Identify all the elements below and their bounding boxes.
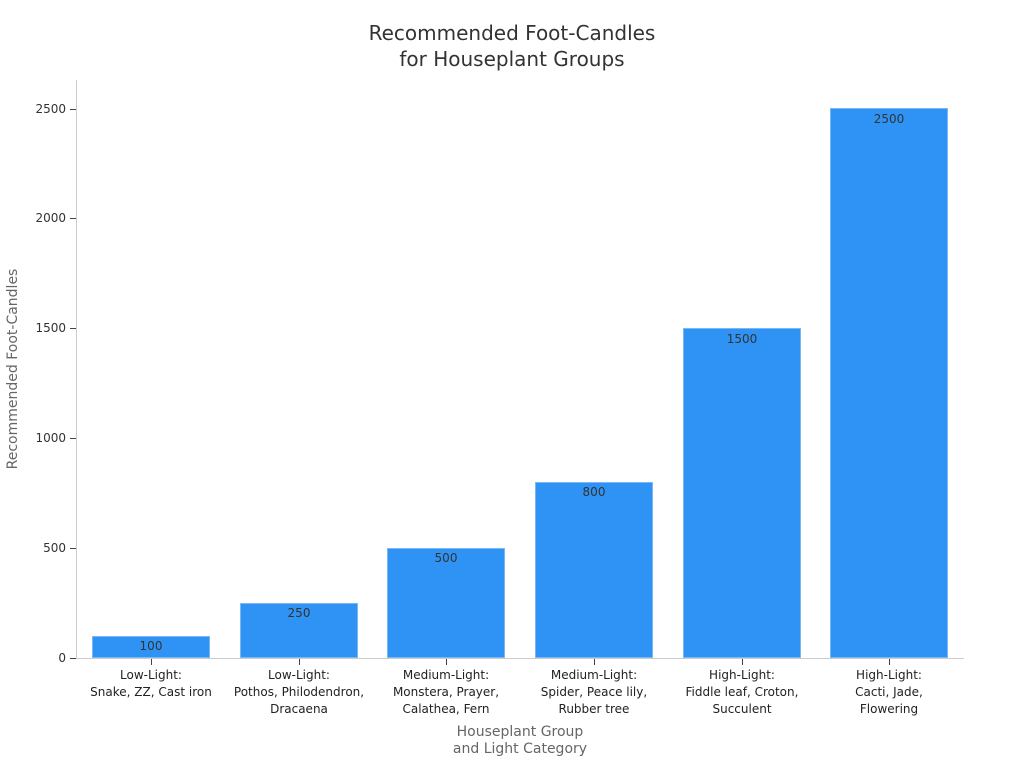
bar-value-label: 100 (139, 639, 163, 653)
x-category-label: High-Light: Cacti, Jade, Flowering (814, 667, 964, 718)
bar-value-label: 500 (434, 551, 458, 565)
x-category-label: Low-Light: Snake, ZZ, Cast iron (76, 667, 226, 701)
bar[interactable] (830, 108, 948, 658)
x-category-line: Succulent (712, 702, 772, 716)
x-category-label: Low-Light: Pothos, Philodendron, Dracaen… (224, 667, 374, 718)
y-tick (70, 218, 76, 219)
bar[interactable] (387, 548, 505, 658)
x-category-line: Low-Light: (268, 668, 330, 682)
bar-value-label: 250 (287, 606, 311, 620)
y-tick (70, 438, 76, 439)
x-category-line: Flowering (859, 702, 919, 716)
y-tick-label: 1000 (35, 431, 66, 445)
y-tick-label: 2500 (35, 102, 66, 116)
x-category-line: Monstera, Prayer, (392, 685, 500, 699)
x-category-line: Fiddle leaf, Croton, (685, 685, 799, 699)
x-tick (299, 659, 300, 665)
x-category-line: High-Light: (709, 668, 775, 682)
x-axis-title-line-2: and Light Category (452, 741, 588, 757)
x-tick (151, 659, 152, 665)
bar[interactable] (535, 482, 653, 658)
x-category-line: Low-Light: (120, 668, 182, 682)
chart-title: Recommended Foot-Candles for Houseplant … (0, 20, 1024, 72)
x-category-line: Spider, Peace lily, (540, 685, 648, 699)
y-tick (70, 328, 76, 329)
x-tick (446, 659, 447, 665)
bar-value-label: 2500 (873, 112, 905, 126)
x-category-line: Rubber tree (558, 702, 630, 716)
bar[interactable] (683, 328, 801, 658)
x-category-line: Snake, ZZ, Cast iron (90, 685, 212, 699)
x-category-line: Cacti, Jade, (855, 685, 923, 699)
x-axis-title: Houseplant Group and Light Category (0, 724, 1024, 758)
y-tick-label: 500 (43, 541, 66, 555)
x-tick (889, 659, 890, 665)
y-tick-label: 2000 (35, 211, 66, 225)
x-category-line: Medium-Light: (550, 668, 638, 682)
x-axis-line (76, 658, 964, 659)
y-tick (70, 658, 76, 659)
x-category-line: Calathea, Fern (402, 702, 490, 716)
bar-value-label: 800 (582, 485, 606, 499)
x-tick (594, 659, 595, 665)
x-category-line: Pothos, Philodendron, (233, 685, 365, 699)
y-tick (70, 548, 76, 549)
x-category-line: High-Light: (856, 668, 922, 682)
chart-title-line-1: Recommended Foot-Candles (368, 21, 656, 45)
x-category-line: Medium-Light: (402, 668, 490, 682)
y-axis-title: Recommended Foot-Candles (5, 268, 21, 470)
x-category-label: High-Light: Fiddle leaf, Croton, Succule… (667, 667, 817, 718)
y-tick-label: 0 (58, 651, 66, 665)
y-tick (70, 109, 76, 110)
x-category-label: Medium-Light: Monstera, Prayer, Calathea… (371, 667, 521, 718)
x-category-line: Dracaena (270, 702, 328, 716)
bar[interactable] (92, 636, 210, 658)
y-axis-line (76, 80, 77, 659)
y-tick-label: 1500 (35, 321, 66, 335)
chart-title-line-2: for Houseplant Groups (399, 47, 625, 71)
bar[interactable] (240, 603, 358, 658)
bar-value-label: 1500 (726, 332, 758, 346)
x-category-label: Medium-Light: Spider, Peace lily, Rubber… (519, 667, 669, 718)
x-tick (742, 659, 743, 665)
x-axis-title-line-1: Houseplant Group (456, 724, 584, 740)
